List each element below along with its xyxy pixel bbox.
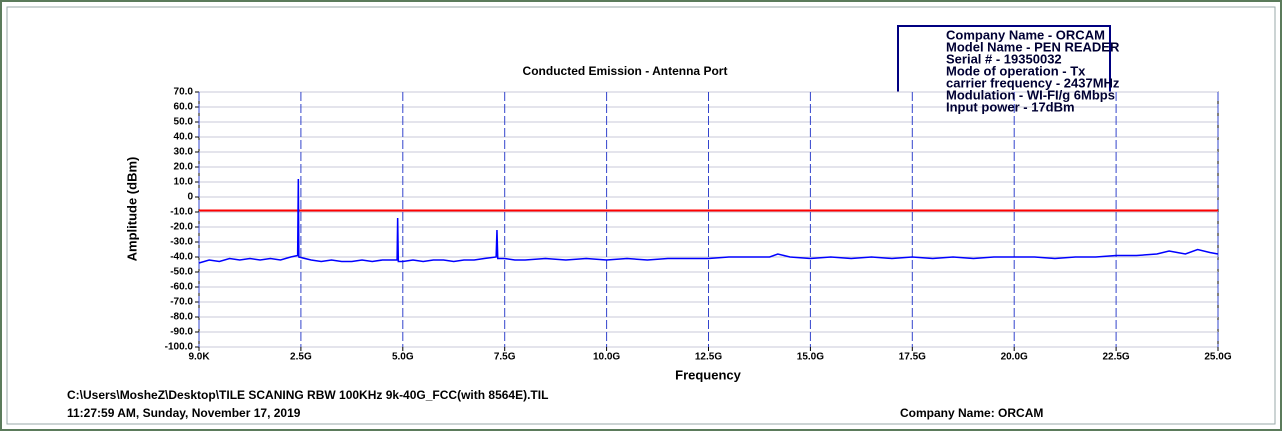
inner-frame — [6, 6, 1276, 425]
annotation-line: Input power - 17dBm — [946, 99, 1075, 114]
x-tick-label: 7.5G — [494, 352, 516, 363]
y-tick-label: -30.0 — [170, 237, 193, 248]
y-tick-label: 20.0 — [174, 162, 194, 173]
y-tick-label: -90.0 — [170, 327, 193, 338]
x-tick-label: 22.5G — [1102, 352, 1129, 363]
y-tick-label: -10.0 — [170, 207, 193, 218]
x-tick-label: 12.5G — [695, 352, 722, 363]
annotation-line: carrier frequency - 2437MHz — [946, 75, 1120, 90]
y-tick-label: 50.0 — [174, 117, 194, 128]
x-tick-label: 5.0G — [392, 352, 414, 363]
y-tick-label: -20.0 — [170, 222, 193, 233]
y-tick-label: 0 — [187, 192, 193, 203]
y-tick-label: 60.0 — [174, 102, 194, 113]
x-axis-label: Frequency — [675, 367, 742, 382]
x-tick-label: 2.5G — [290, 352, 312, 363]
y-tick-label: 40.0 — [174, 132, 194, 143]
y-tick-label: -100.0 — [165, 342, 194, 353]
annotation-line: Model Name - PEN READER — [946, 39, 1120, 54]
y-tick-label: -80.0 — [170, 312, 193, 323]
y-tick-label: -50.0 — [170, 267, 193, 278]
x-tick-label: 20.0G — [1001, 352, 1028, 363]
y-axis-label: Amplitude (dBm) — [124, 157, 139, 262]
footer-path: C:\Users\MosheZ\Desktop\TILE SCANING RBW… — [67, 388, 548, 402]
footer-time: 11:27:59 AM, Sunday, November 17, 2019 — [67, 406, 301, 420]
x-tick-label: 10.0G — [593, 352, 620, 363]
y-tick-label: -60.0 — [170, 282, 193, 293]
x-tick-label: 9.0K — [188, 352, 210, 363]
footer-company: Company Name: ORCAM — [900, 406, 1043, 420]
trace-line — [198, 178, 1219, 264]
y-tick-label: 70.0 — [174, 87, 194, 98]
annotation-line: Mode of operation - Tx — [946, 63, 1086, 78]
x-tick-label: 15.0G — [797, 352, 824, 363]
x-tick-label: 17.5G — [899, 352, 926, 363]
annotation-line: Company Name - ORCAM — [946, 27, 1105, 42]
annotation-line: Serial # - 19350032 — [946, 51, 1062, 66]
y-tick-label: 30.0 — [174, 147, 194, 158]
y-tick-label: -40.0 — [170, 252, 193, 263]
x-tick-label: 25.0G — [1204, 352, 1231, 363]
y-tick-label: 10.0 — [174, 177, 194, 188]
annotation-line: Modulation - WI-FI/g 6Mbps — [946, 87, 1115, 102]
chart-title: Conducted Emission - Antenna Port — [523, 64, 728, 78]
y-tick-label: -70.0 — [170, 297, 193, 308]
